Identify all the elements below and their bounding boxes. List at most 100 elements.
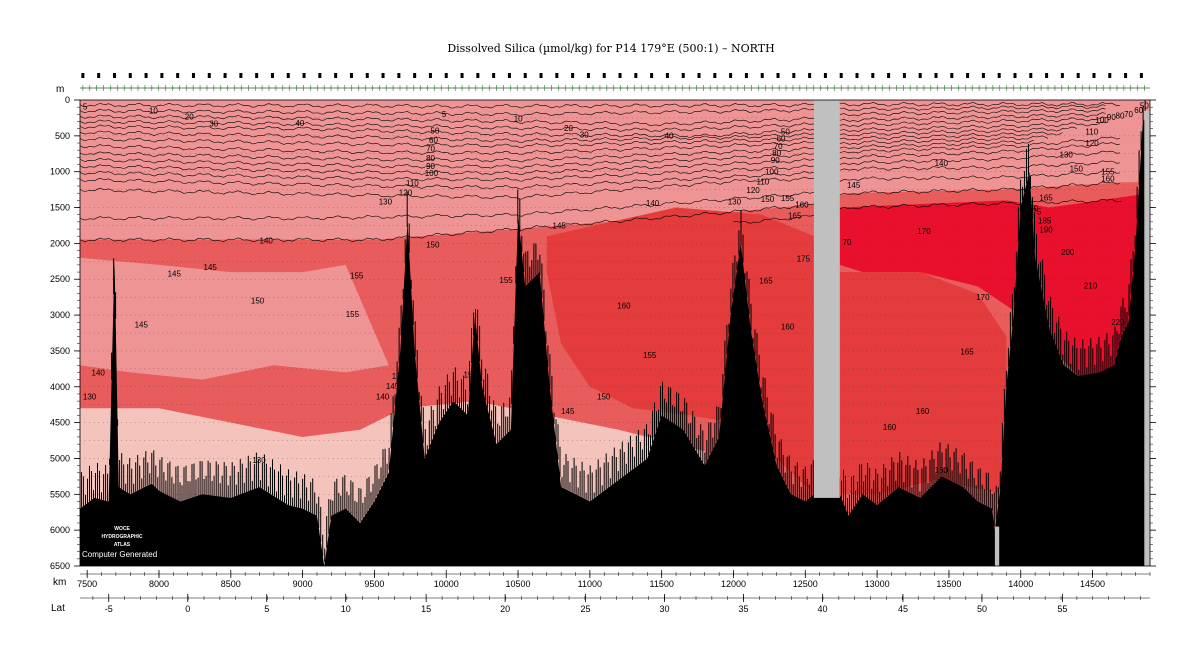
- contour-label: 185: [1038, 216, 1052, 225]
- contour-label: 60: [1134, 106, 1143, 115]
- lat-tick-label: -5: [105, 604, 113, 614]
- contour-line: [80, 160, 1120, 200]
- watermark-generated-text: Computer Generated: [82, 550, 157, 559]
- station-number-mark: [571, 73, 575, 78]
- contour-label: 155: [781, 194, 795, 203]
- station-number-mark: [808, 73, 812, 78]
- station-number-mark: [365, 73, 369, 78]
- contour-line: [80, 107, 1106, 127]
- station-number-mark: [523, 73, 527, 78]
- y-axis-right: [1150, 99, 1156, 567]
- contour-lines: [80, 102, 1122, 243]
- y-axis-label: m: [56, 84, 64, 95]
- station-number-mark: [413, 73, 417, 78]
- watermark-logo-line: ATLAS: [114, 542, 131, 548]
- contour-label: 175: [1028, 208, 1042, 217]
- contour-label: 70: [1124, 110, 1133, 119]
- contour-label: 145: [561, 407, 575, 416]
- contour-label: 165: [788, 211, 802, 220]
- y-tick-label: 0: [65, 95, 70, 105]
- contour-line: [80, 142, 1120, 182]
- lat-tick-label: 55: [1057, 604, 1067, 614]
- station-number-mark: [681, 73, 685, 78]
- contour-label: 155: [1101, 168, 1115, 177]
- station-number-mark: [507, 73, 511, 78]
- station-marks: [80, 73, 1150, 91]
- bathymetry: [80, 114, 1150, 566]
- contour-label: 80: [1116, 112, 1125, 121]
- lat-tick-label: 0: [185, 604, 190, 614]
- contour-label: 70: [843, 238, 852, 247]
- station-number-mark: [966, 73, 970, 78]
- x-tick-label: 8000: [149, 579, 169, 589]
- x-tick-label: 12500: [793, 579, 818, 589]
- station-number-mark: [176, 73, 180, 78]
- contour-line: [80, 181, 1120, 243]
- station-number-mark: [713, 73, 717, 78]
- y-tick-label: 6000: [50, 525, 70, 535]
- lat-axis-label: Lat: [51, 603, 65, 614]
- station-number-mark: [1060, 73, 1064, 78]
- x-tick-label: 11500: [649, 579, 673, 589]
- lat-tick-label: 10: [341, 604, 351, 614]
- lat-tick-label: 45: [898, 604, 908, 614]
- x-tick-label: 12000: [721, 579, 746, 589]
- contour-line: [80, 170, 1120, 221]
- station-number-mark: [934, 73, 938, 78]
- y-tick-label: 6500: [50, 561, 70, 571]
- station-number-mark: [839, 73, 843, 78]
- lat-tick-label: 25: [581, 604, 591, 614]
- contour-label: 100: [425, 169, 439, 178]
- station-number-mark: [871, 73, 875, 78]
- contour-label: 20: [185, 112, 194, 121]
- lat-axis: -5 0 5 10 15 20 25 30 35 40 45 50 55: [92, 594, 1141, 614]
- contour-line: [80, 112, 1106, 132]
- contour-label: 160: [781, 322, 795, 331]
- station-number-mark: [318, 73, 322, 78]
- station-number-mark: [428, 73, 432, 78]
- lat-tick-label: 15: [421, 604, 431, 614]
- station-number-mark: [602, 73, 606, 78]
- color-band: [839, 272, 1007, 495]
- contour-label: 110: [406, 179, 419, 188]
- lat-tick-label: 20: [500, 604, 510, 614]
- contour-label: 50: [430, 127, 439, 136]
- contour-label: 10: [149, 107, 158, 116]
- station-number-mark: [1124, 73, 1128, 78]
- contour-label: 200: [1061, 248, 1075, 257]
- lat-tick-label: 50: [977, 604, 987, 614]
- y-axis: 0 500 1000 1500 2000 2500 3000 3500 4000 4500 5000…: [50, 95, 80, 571]
- lat-tick-label: 5: [264, 604, 269, 614]
- station-number-mark: [887, 73, 891, 78]
- x-tick-label: 7500: [77, 579, 97, 589]
- station-number-mark: [381, 73, 385, 78]
- contour-label: 165: [960, 348, 974, 357]
- x-tick-label: 9500: [364, 579, 384, 589]
- contour-label: 120: [746, 186, 760, 195]
- contour-label: 150: [1070, 165, 1084, 174]
- station-number-mark: [492, 73, 496, 78]
- contour-line: [80, 121, 1106, 143]
- color-band: [80, 257, 389, 380]
- contour-label: 100: [765, 168, 779, 177]
- station-number-mark: [650, 73, 654, 78]
- woce-watermark: WOCE HYDROGRAPHIC ATLAS Computer Generat…: [82, 526, 157, 559]
- contour-label: 145: [204, 263, 218, 272]
- station-number-mark: [1076, 73, 1080, 78]
- contour-label: 110: [757, 178, 770, 187]
- station-number-mark: [1029, 73, 1033, 78]
- station-number-mark: [112, 73, 116, 78]
- contour-line: [80, 102, 1120, 109]
- contour-label: 165: [1039, 193, 1053, 202]
- station-number-mark: [286, 73, 290, 78]
- station-number-mark: [81, 73, 85, 78]
- contour-label: 30: [580, 130, 589, 139]
- y-tick-label: 3000: [50, 310, 70, 320]
- station-number-mark: [618, 73, 622, 78]
- contour-label: 70: [426, 145, 435, 154]
- contour-label: 150: [392, 372, 406, 381]
- contour-line: [80, 150, 1120, 190]
- contour-label: 110: [1085, 127, 1098, 136]
